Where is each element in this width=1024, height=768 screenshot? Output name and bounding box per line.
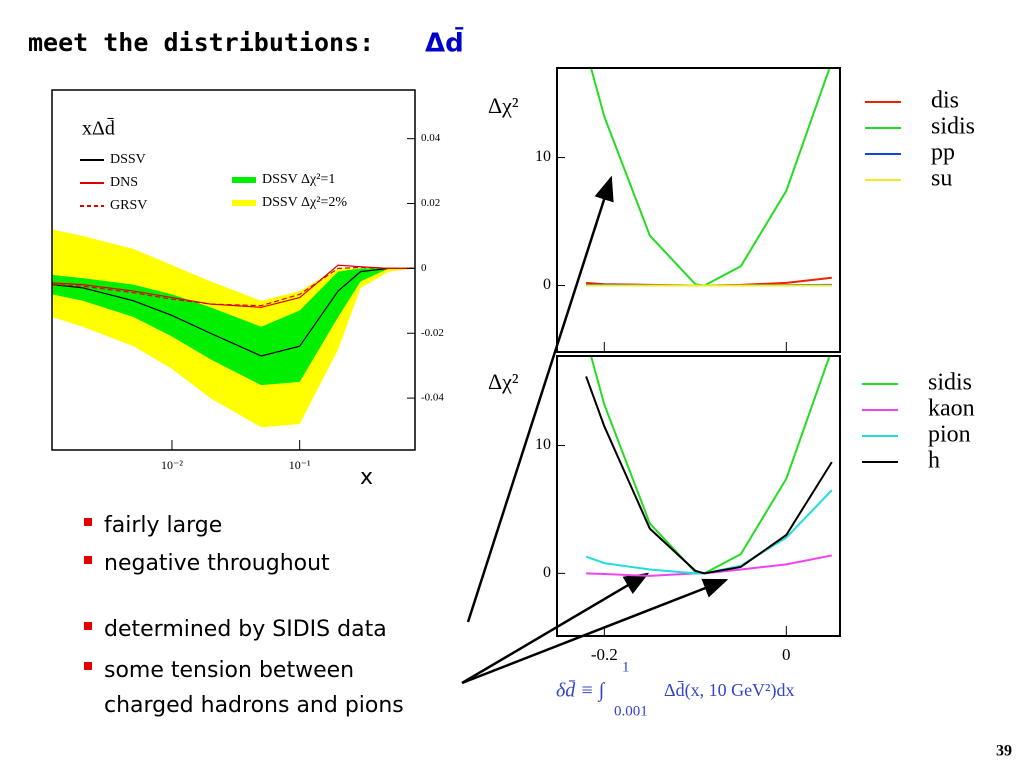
legend-label: h xyxy=(928,448,940,474)
y-tick-label: -0.02 xyxy=(421,327,444,339)
arrow xyxy=(466,175,614,623)
chart-plot xyxy=(586,68,832,287)
bullet xyxy=(84,662,92,670)
y-tick-label: -0.04 xyxy=(421,392,444,404)
legend-label: DSSV xyxy=(110,152,146,167)
legend-label: DSSV Δχ²=1 xyxy=(262,172,335,187)
y-tick-label: 0 xyxy=(543,564,551,581)
band xyxy=(52,268,415,386)
legend-label: pp xyxy=(931,140,955,166)
line xyxy=(585,489,833,575)
y-tick-label: 0 xyxy=(421,262,427,274)
formula-lhs: δd̄ ≡ ∫ xyxy=(556,680,606,703)
line xyxy=(589,356,831,575)
bullet-text: determined by SIDIS data xyxy=(104,617,387,642)
bullet-text: some tension between xyxy=(104,658,354,683)
bullet-text: fairly large xyxy=(104,513,222,538)
legend-label: pion xyxy=(928,422,971,448)
bullet xyxy=(84,518,92,526)
legend-label: DNS xyxy=(110,175,138,190)
arrows xyxy=(461,175,729,685)
plot-frame xyxy=(51,89,416,451)
legend-label: dis xyxy=(931,88,959,114)
slide-title: meet the distributions: xyxy=(28,28,374,57)
formula-rhs: Δd̄(x, 10 GeV²)dx xyxy=(664,680,794,701)
y-tick-label: 0.02 xyxy=(421,197,440,209)
plot-frame xyxy=(556,67,841,353)
bullet-list: fairly large negative throughout determi… xyxy=(84,513,404,718)
legend-label: DSSV Δχ²=2% xyxy=(262,195,347,210)
page-number: 39 xyxy=(996,743,1012,760)
x-axis-label: x xyxy=(360,465,373,490)
y-tick-label: 10 xyxy=(535,436,551,453)
bullet xyxy=(84,556,92,564)
x-tick-label: 10⁻¹ xyxy=(289,458,311,472)
y-axis-label: Δχ² xyxy=(488,93,519,118)
arrow xyxy=(461,572,650,685)
legend-label: kaon xyxy=(928,396,975,422)
line xyxy=(589,68,831,287)
chart-plot xyxy=(52,229,415,428)
x-tick-label: -0.2 xyxy=(591,645,618,664)
plot-frame xyxy=(556,355,841,637)
line xyxy=(585,376,833,575)
chart-plot xyxy=(585,356,833,577)
legend-label: sidis xyxy=(928,370,972,396)
legend-label: su xyxy=(931,166,952,192)
x-tick-label: 10⁻² xyxy=(161,458,183,472)
y-tick-label: 0 xyxy=(543,276,551,293)
y-tick-label: 0.04 xyxy=(421,132,441,144)
formula: δd̄ ≡ ∫ 1 0.001 Δd̄(x, 10 GeV²)dx xyxy=(556,659,794,719)
y-axis-label: xΔd̄ xyxy=(82,117,115,140)
line xyxy=(52,266,415,307)
line xyxy=(52,267,415,357)
legend-label: sidis xyxy=(931,114,975,140)
bullet-text: charged hadrons and pions xyxy=(104,693,404,718)
bullet-text: negative throughout xyxy=(104,551,330,576)
arrow xyxy=(461,578,729,685)
formula-upper: 1 xyxy=(622,659,630,675)
bullet xyxy=(84,622,92,630)
formula-lower: 0.001 xyxy=(614,703,648,719)
x-tick-label: 0 xyxy=(782,645,791,664)
title-symbol: Δd̄ xyxy=(425,26,464,59)
y-axis-label: Δχ² xyxy=(488,369,519,394)
y-tick-label: 10 xyxy=(535,148,551,165)
legend-label: GRSV xyxy=(110,198,147,213)
